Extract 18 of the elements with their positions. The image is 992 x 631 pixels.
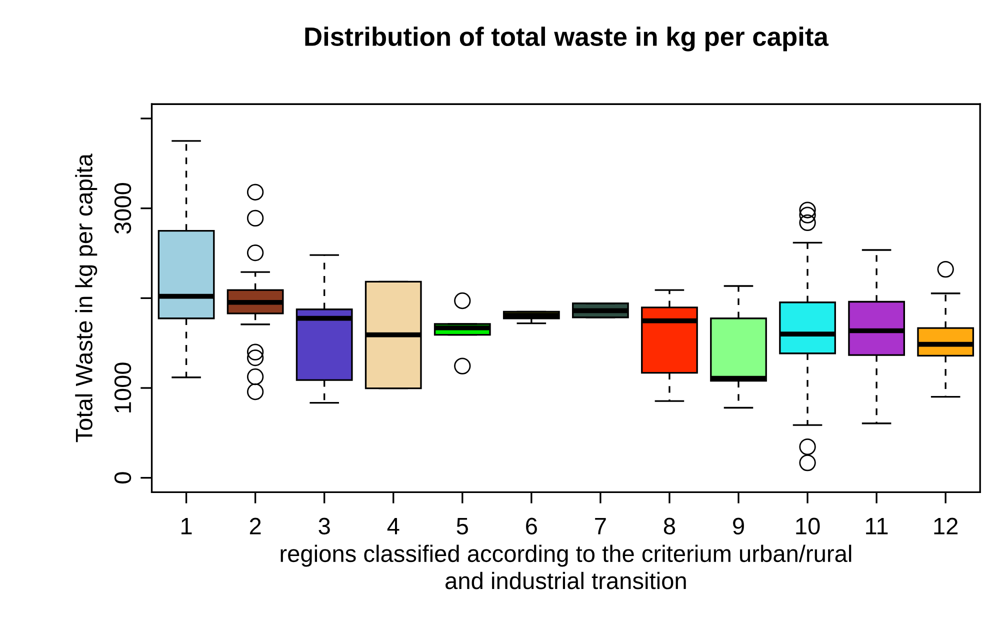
x-tick-label: 10 (796, 518, 820, 535)
x-tick-label: 1 (182, 518, 192, 534)
y-tick-label: 1000 (114, 362, 132, 412)
x-tick-label: 7 (595, 518, 606, 534)
x-tick-label: 8 (664, 518, 676, 535)
x-axis-title: regions classified according to the criterium urban/rural and industrial transition (280, 544, 852, 590)
x-tick-label: 3 (318, 518, 330, 535)
x-tick-label: 9 (733, 518, 744, 535)
chart-title: Distribution of total waste in kg per capita (305, 26, 829, 52)
y-tick-label: 3000 (114, 182, 132, 234)
x-tick-label: 12 (934, 518, 958, 534)
y-tick-label: 0 (114, 472, 132, 484)
x-tick-label: 6 (526, 518, 537, 535)
y-axis-title: Total Waste in kg per capita (75, 154, 98, 442)
x-tick-label: 4 (387, 518, 400, 534)
x-tick-label: 11 (866, 518, 888, 534)
x-tick-label: 5 (456, 518, 468, 535)
x-tick-label: 2 (250, 518, 261, 534)
